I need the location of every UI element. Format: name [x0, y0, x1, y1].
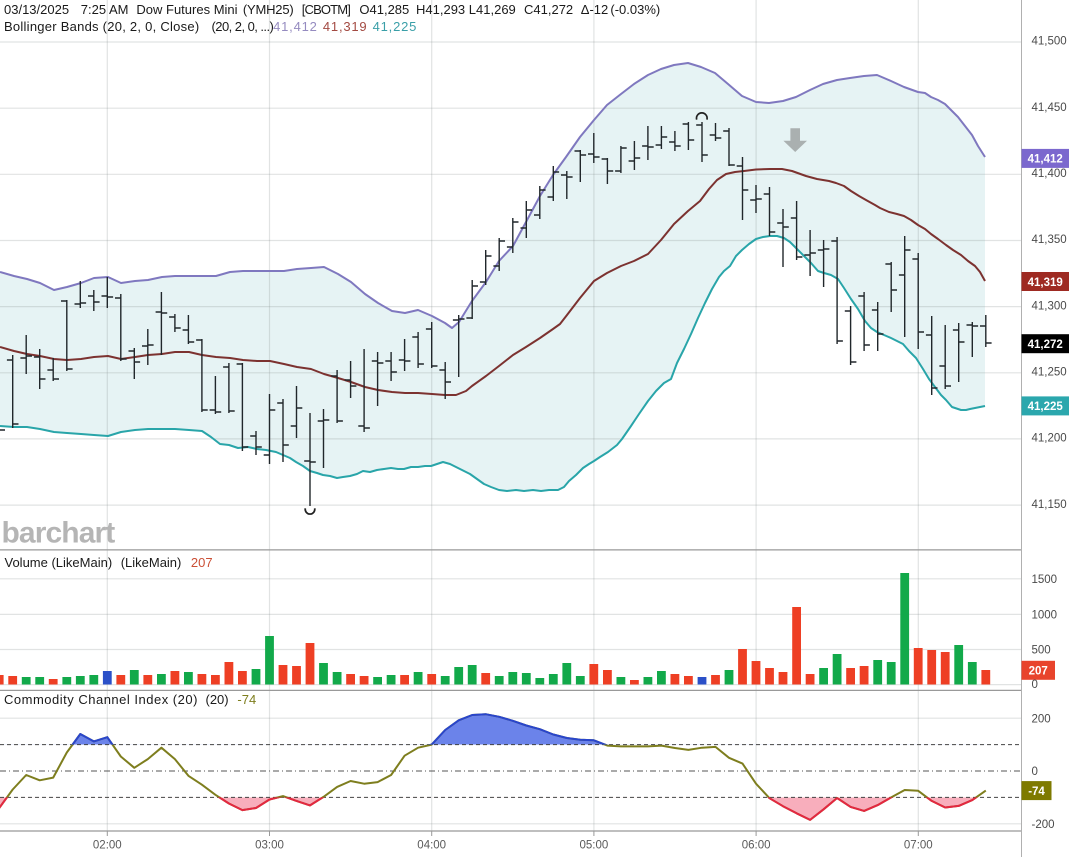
svg-text:-200: -200 [1032, 819, 1055, 831]
svg-text:41,350: 41,350 [1032, 234, 1067, 246]
svg-text:06:00: 06:00 [742, 840, 771, 852]
svg-text:41,412: 41,412 [1028, 154, 1063, 166]
svg-text:41,200: 41,200 [1032, 433, 1067, 445]
svg-text:200: 200 [1032, 713, 1051, 725]
svg-text:41,400: 41,400 [1032, 168, 1067, 180]
svg-text:05:00: 05:00 [580, 840, 609, 852]
svg-text:07:00: 07:00 [904, 840, 933, 852]
svg-text:41,250: 41,250 [1032, 366, 1067, 378]
svg-text:Volume (LikeMain)(LikeMain)207: Volume (LikeMain)(LikeMain)207 [5, 555, 213, 570]
svg-text:41,272: 41,272 [1028, 339, 1063, 351]
svg-text:41,300: 41,300 [1032, 300, 1067, 312]
svg-text:500: 500 [1032, 645, 1051, 657]
svg-text:0: 0 [1032, 766, 1038, 778]
svg-text:41,319: 41,319 [1028, 277, 1063, 289]
svg-text:41,500: 41,500 [1032, 36, 1067, 48]
svg-text:-74: -74 [1028, 786, 1045, 798]
svg-text:barchart: barchart [2, 517, 116, 550]
svg-text:0: 0 [1032, 679, 1038, 691]
svg-text:41,450: 41,450 [1032, 102, 1067, 114]
svg-text:Bollinger Bands (20, 2, 0, Clo: Bollinger Bands (20, 2, 0, Close)(20, 2,… [4, 19, 417, 34]
svg-text:1000: 1000 [1032, 610, 1058, 622]
svg-text:1500: 1500 [1032, 574, 1058, 586]
svg-text:207: 207 [1029, 666, 1048, 678]
svg-text:04:00: 04:00 [417, 840, 446, 852]
svg-text:03:00: 03:00 [255, 840, 284, 852]
svg-text:Commodity Channel Index (20)(2: Commodity Channel Index (20)(20)-74 [4, 692, 256, 707]
svg-text:02:00: 02:00 [93, 840, 122, 852]
svg-text:41,225: 41,225 [1028, 401, 1064, 413]
svg-text:41,150: 41,150 [1032, 499, 1067, 511]
